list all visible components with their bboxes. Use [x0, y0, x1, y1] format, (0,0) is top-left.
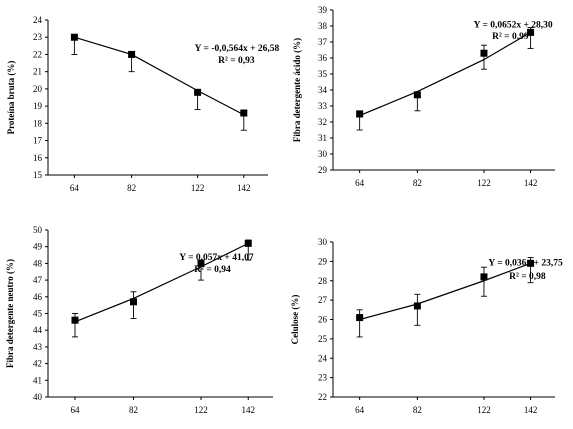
data-point	[527, 28, 535, 36]
x-tick-label: 122	[191, 183, 205, 193]
trend-line	[359, 262, 531, 321]
r-squared-label: R² = 0,98	[509, 272, 546, 282]
data-point	[356, 314, 364, 322]
y-tick-label: 30	[318, 237, 328, 247]
y-tick-label: 19	[33, 101, 43, 111]
y-tick-label: 23	[33, 32, 43, 42]
data-point	[480, 273, 488, 281]
regression-equation: Y = 0,057x + 41,07	[179, 253, 254, 263]
x-tick-label: 122	[194, 405, 208, 415]
y-tick-label: 21	[33, 67, 42, 77]
y-tick-label: 48	[33, 258, 43, 268]
data-point	[240, 109, 248, 117]
y-tick-label: 29	[318, 256, 328, 266]
y-tick-label: 31	[318, 133, 327, 143]
x-tick-label: 64	[355, 405, 365, 415]
y-tick-label: 22	[318, 392, 327, 402]
x-tick-label: 142	[524, 178, 538, 188]
x-tick-label: 142	[237, 183, 251, 193]
y-tick-label: 33	[318, 101, 328, 111]
x-tick-label: 82	[413, 178, 422, 188]
x-tick-label: 82	[129, 405, 138, 415]
y-tick-label: 29	[318, 165, 328, 175]
data-point	[128, 50, 136, 58]
data-point	[244, 239, 252, 247]
regression-equation: Y = -0,0,564x + 26,58	[195, 44, 280, 54]
y-tick-label: 37	[318, 37, 328, 47]
chart-panel-3: 40 41 42 43 44 45 46 47 48 49 50 64 82 122 142 Fibra de…	[5, 225, 273, 415]
data-point	[413, 91, 421, 99]
x-tick-label: 142	[524, 405, 538, 415]
x-tick-label: 122	[477, 178, 491, 188]
r-squared-label: R² = 0,99	[492, 32, 529, 42]
r-squared-label: R² = 0,94	[194, 265, 231, 275]
data-point	[356, 110, 364, 118]
x-tick-label: 64	[70, 183, 80, 193]
y-tick-label: 22	[33, 49, 42, 59]
y-tick-label: 34	[318, 85, 328, 95]
y-tick-label: 41	[33, 375, 42, 385]
y-tick-label: 18	[33, 118, 43, 128]
y-tick-label: 46	[33, 292, 43, 302]
data-point	[70, 33, 78, 41]
y-tick-label: 24	[318, 353, 328, 363]
chart-panel-2: 29 30 31 32 33 34 35 36 37 38 39 64 82 122 142 Fibra de…	[292, 5, 555, 188]
regression-equation: Y = 0,0652x + 28,30	[474, 21, 553, 31]
chart-panel-1: 15 16 17 18 19 20 21 22 23 24 64 82 122 142 Proteína b…	[6, 15, 280, 193]
x-tick-label: 64	[355, 178, 365, 188]
y-tick-label: 43	[33, 342, 43, 352]
y-tick-label: 30	[318, 149, 328, 159]
y-tick-label: 16	[33, 153, 43, 163]
y-tick-label: 49	[33, 242, 43, 252]
y-tick-label: 15	[33, 170, 43, 180]
x-tick-label: 142	[242, 405, 256, 415]
y-tick-label: 35	[318, 69, 328, 79]
y-tick-label: 50	[33, 225, 43, 235]
x-tick-label: 122	[477, 405, 491, 415]
y-tick-label: 24	[33, 15, 43, 25]
data-point	[130, 298, 137, 306]
data-point	[480, 49, 488, 57]
trend-line	[74, 242, 249, 323]
chart-panel-4: 22 23 24 25 26 27 28 29 30 64 82 122 142 Celulose (%)…	[290, 237, 563, 415]
y-tick-label: 27	[318, 295, 328, 305]
y-tick-label: 25	[318, 334, 328, 344]
y-tick-label: 23	[318, 373, 328, 383]
y-tick-label: 32	[318, 117, 327, 127]
y-axis-label: Celulose (%)	[290, 295, 300, 345]
trend-line	[359, 31, 531, 117]
y-axis-label: Fibra detergente ácido (%)	[292, 38, 302, 142]
data-point	[197, 259, 205, 267]
y-axis-label: Proteína bruta (%)	[6, 61, 16, 135]
y-axis-label: Fibra detergente neutro (%)	[5, 259, 15, 368]
y-tick-label: 44	[33, 325, 43, 335]
x-tick-label: 82	[127, 183, 136, 193]
y-tick-label: 36	[318, 53, 328, 63]
y-tick-label: 39	[318, 5, 328, 15]
y-tick-label: 28	[318, 276, 328, 286]
r-squared-label: R² = 0,93	[218, 56, 255, 66]
y-tick-label: 40	[33, 392, 43, 402]
y-tick-label: 45	[33, 309, 43, 319]
y-tick-label: 38	[318, 21, 328, 31]
y-tick-label: 42	[33, 359, 42, 369]
data-point	[71, 316, 79, 324]
data-point	[413, 302, 421, 310]
y-tick-label: 20	[33, 84, 43, 94]
trend-line	[74, 36, 245, 116]
y-tick-label: 26	[318, 315, 328, 325]
data-point	[527, 259, 535, 267]
data-point	[194, 88, 202, 96]
x-tick-label: 82	[413, 405, 422, 415]
regression-equation: Y = 0,036x + 23,75	[488, 258, 563, 268]
x-tick-label: 64	[71, 405, 81, 415]
y-tick-label: 47	[33, 275, 43, 285]
y-tick-label: 17	[33, 136, 43, 146]
